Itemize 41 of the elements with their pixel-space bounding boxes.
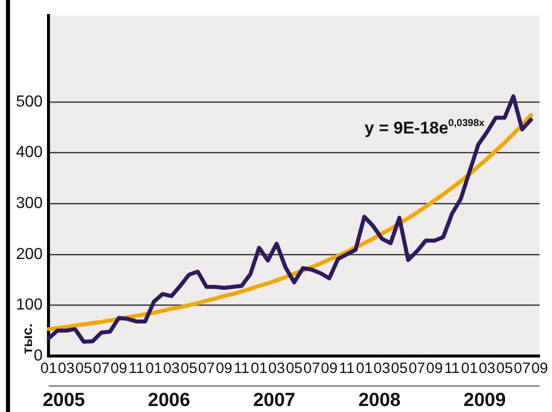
text: 2008 <box>358 390 401 411</box>
x-tick-label: 11 <box>128 360 144 378</box>
x-tick-label: 03 <box>58 360 75 378</box>
x-tick-label: 01 <box>40 360 58 378</box>
x-tick-label: 05 <box>180 360 198 378</box>
x-tick-label: 01 <box>356 360 373 378</box>
x-tick-label: 11 <box>444 360 460 378</box>
x-tick-label: 05 <box>391 360 408 378</box>
x-tick-label: 03 <box>478 360 496 378</box>
x-tick-label: 03 <box>268 360 285 378</box>
y-tick-label: 500 <box>16 93 43 110</box>
x-tick-label: 11 <box>338 360 355 378</box>
x-tick-label: 03 <box>163 360 180 378</box>
x-tick-label: 01 <box>461 360 478 378</box>
x-tick-label: 09 <box>216 360 232 378</box>
x-tick-label: 05 <box>75 360 92 378</box>
x-tick-label: 09 <box>426 360 443 378</box>
x-tick-label: 05 <box>286 360 303 378</box>
text: 2006 <box>148 390 190 411</box>
y-tick-label: 200 <box>16 246 43 263</box>
text: 2009 <box>464 390 506 411</box>
y-axis-title: тыс. <box>19 324 35 354</box>
text: 2005 <box>42 390 86 411</box>
x-tick-label: 09 <box>320 360 338 378</box>
x-tick-label: 07 <box>198 360 215 378</box>
y-tick-label: 300 <box>16 194 43 212</box>
x-tick-label: 07 <box>92 360 110 378</box>
x-tick-label: 03 <box>374 360 390 378</box>
x-tick-label: 09 <box>110 360 128 378</box>
x-tick-label: 09 <box>531 360 548 378</box>
x-tick-label: 07 <box>408 360 426 378</box>
text: 2007 <box>253 390 296 411</box>
y-tick-label: 400 <box>16 144 43 162</box>
x-tick-label: 01 <box>250 360 268 378</box>
y-tick-label: 0 <box>34 347 43 364</box>
x-tick-label: 07 <box>303 360 320 378</box>
x-tick-label: 11 <box>234 360 250 378</box>
x-tick-label: 05 <box>496 360 513 378</box>
x-tick-label: 07 <box>514 360 530 378</box>
x-tick-label: 01 <box>146 360 162 378</box>
y-tick-label: 100 <box>16 296 43 314</box>
